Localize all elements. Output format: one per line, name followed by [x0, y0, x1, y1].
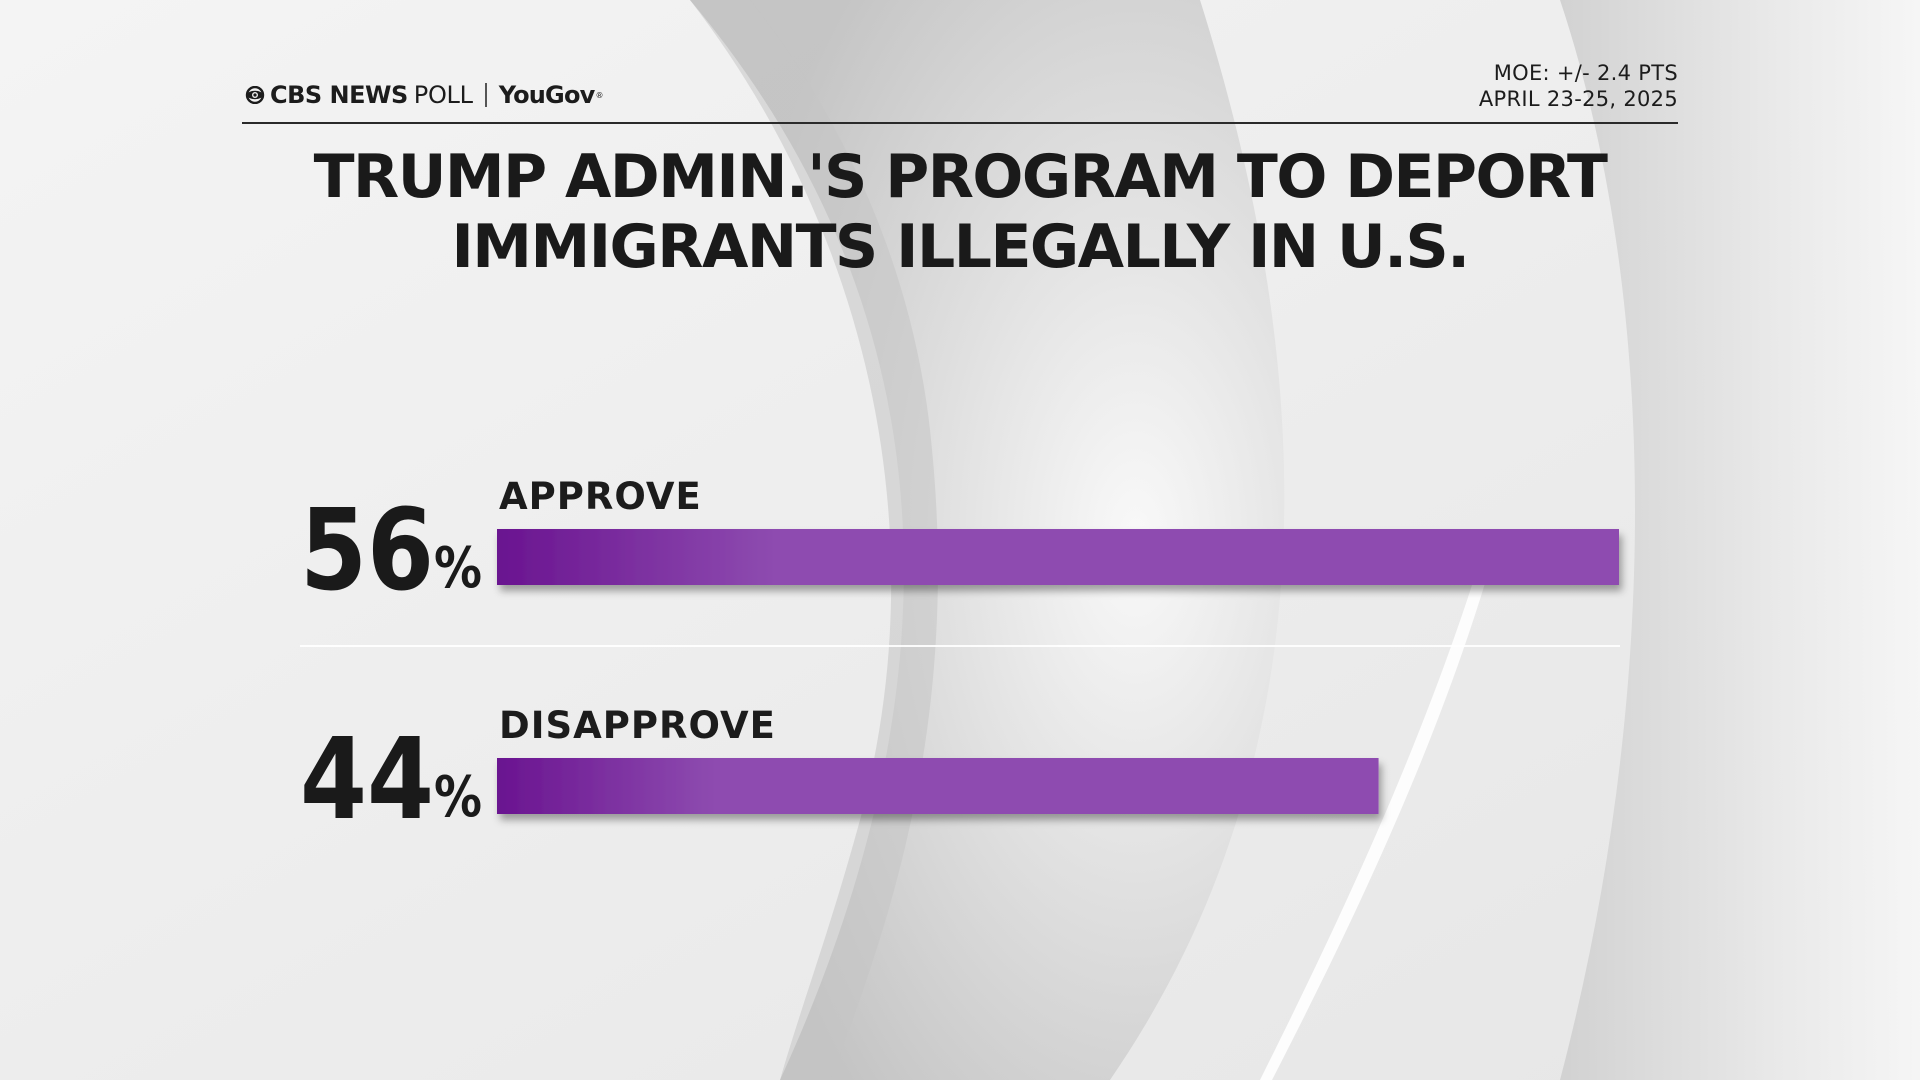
- percent-sign: %: [434, 765, 482, 830]
- brand-logo: CBS NEWS POLL YouGov ®: [242, 78, 604, 112]
- bar-approve: [497, 529, 1619, 585]
- poll-dates: APRIL 23-25, 2025: [1478, 87, 1678, 111]
- chart-title: TRUMP ADMIN.'S PROGRAM TO DEPORT IMMIGRA…: [313, 142, 1608, 282]
- row-divider: [300, 645, 1620, 647]
- brand-poll: POLL: [413, 81, 473, 109]
- poll-info: MOE: +/- 2.4 PTS APRIL 23-25, 2025: [1479, 60, 1678, 112]
- cbs-eye-icon: [245, 86, 265, 104]
- registered-mark-icon: ®: [595, 90, 604, 100]
- percent-sign: %: [434, 536, 482, 601]
- category-label: DISAPPROVE: [499, 704, 776, 747]
- category-label: APPROVE: [499, 475, 702, 518]
- brand-separator: [484, 83, 487, 107]
- brand-yougov: YouGov: [498, 81, 596, 109]
- margin-of-error: MOE: +/- 2.4 PTS: [1493, 61, 1678, 85]
- brand-cbs-news: CBS NEWS: [270, 81, 408, 109]
- header-divider: [242, 122, 1678, 124]
- value-label: 44: [300, 715, 434, 845]
- bar-disapprove: [497, 758, 1379, 814]
- value-label: 56: [300, 486, 434, 616]
